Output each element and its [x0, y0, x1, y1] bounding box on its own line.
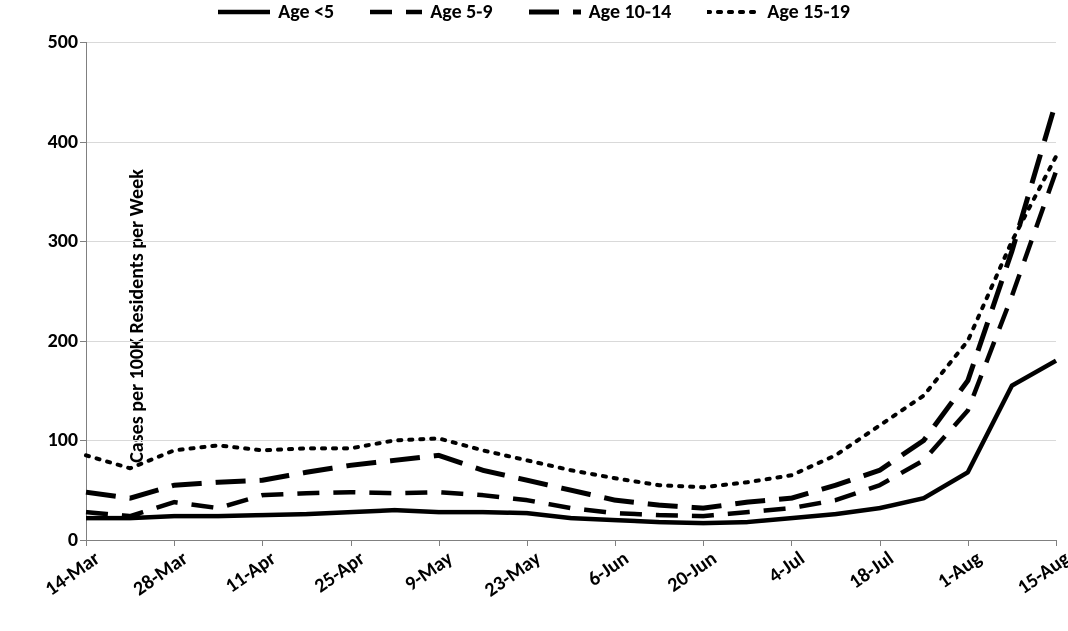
x-tick-label: 18-Jul — [840, 540, 898, 594]
x-tick-label: 25-Apr — [305, 540, 369, 598]
x-tick-label: 20-Jun — [659, 540, 722, 597]
x-tick-label: 9-May — [396, 540, 458, 596]
legend-item: Age <5 — [218, 0, 334, 24]
x-tick-label: 23-May — [475, 540, 545, 602]
x-tick-label: 28-Mar — [124, 540, 192, 601]
series-line — [86, 102, 1056, 508]
legend-item: Age 5-9 — [370, 0, 492, 24]
legend-item: Age 10-14 — [529, 0, 672, 24]
legend-label: Age 5-9 — [430, 0, 492, 24]
legend-swatch — [370, 0, 422, 24]
legend-label: Age 10-14 — [589, 0, 672, 24]
legend-swatch — [218, 0, 270, 24]
legend-swatch — [707, 0, 759, 24]
series-line — [86, 171, 1056, 516]
legend: Age <5 Age 5-9 Age 10-14 Age 15-19 — [0, 0, 1068, 29]
series-layer — [86, 42, 1056, 540]
legend-swatch — [529, 0, 581, 24]
series-line — [86, 157, 1056, 488]
series-line — [86, 361, 1056, 523]
legend-label: Age 15-19 — [767, 0, 850, 24]
x-tick-label: 15-Aug — [1008, 540, 1068, 600]
legend-item: Age 15-19 — [707, 0, 850, 24]
x-tick-label: 1-Aug — [929, 540, 987, 594]
x-tick-label: 11-Apr — [217, 540, 281, 598]
x-tick-label: 4-Jul — [760, 540, 810, 588]
plot-area: 010020030040050014-Mar28-Mar11-Apr25-Apr… — [86, 42, 1056, 540]
x-tick-label: 6-Jun — [579, 540, 634, 592]
chart-container: Age <5Age 5-9Age 10-14Age 15-19 Cases pe… — [0, 0, 1068, 631]
legend-label: Age <5 — [278, 0, 334, 24]
